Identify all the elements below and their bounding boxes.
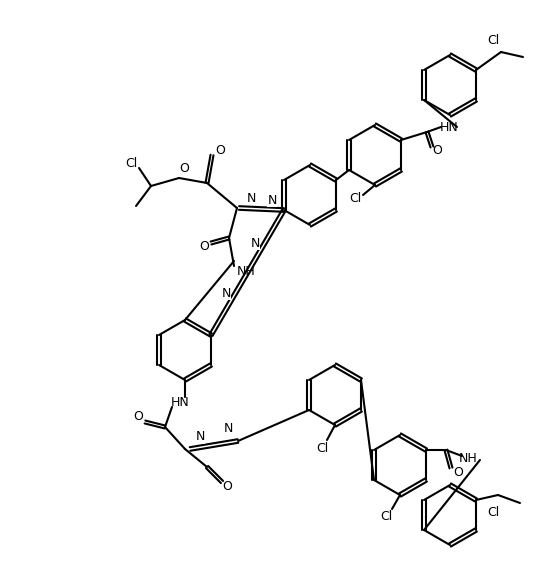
Text: Cl: Cl: [487, 506, 499, 519]
Text: N: N: [250, 237, 260, 250]
Text: O: O: [453, 467, 463, 480]
Text: Cl: Cl: [380, 510, 392, 523]
Text: HN: HN: [170, 395, 189, 409]
Text: N: N: [224, 423, 233, 435]
Text: N: N: [247, 192, 256, 204]
Text: O: O: [199, 240, 209, 253]
Text: N: N: [221, 287, 230, 300]
Text: N: N: [267, 193, 277, 207]
Text: NH: NH: [459, 451, 478, 464]
Text: O: O: [222, 480, 232, 493]
Text: O: O: [215, 143, 225, 156]
Text: NH: NH: [237, 265, 255, 278]
Text: HN: HN: [440, 121, 458, 134]
Text: Cl: Cl: [349, 192, 361, 204]
Text: Cl: Cl: [487, 34, 499, 47]
Text: O: O: [133, 410, 143, 423]
Text: Cl: Cl: [316, 442, 328, 455]
Text: N: N: [195, 431, 205, 443]
Text: Cl: Cl: [125, 156, 137, 170]
Text: O: O: [432, 143, 442, 156]
Text: O: O: [179, 162, 189, 175]
